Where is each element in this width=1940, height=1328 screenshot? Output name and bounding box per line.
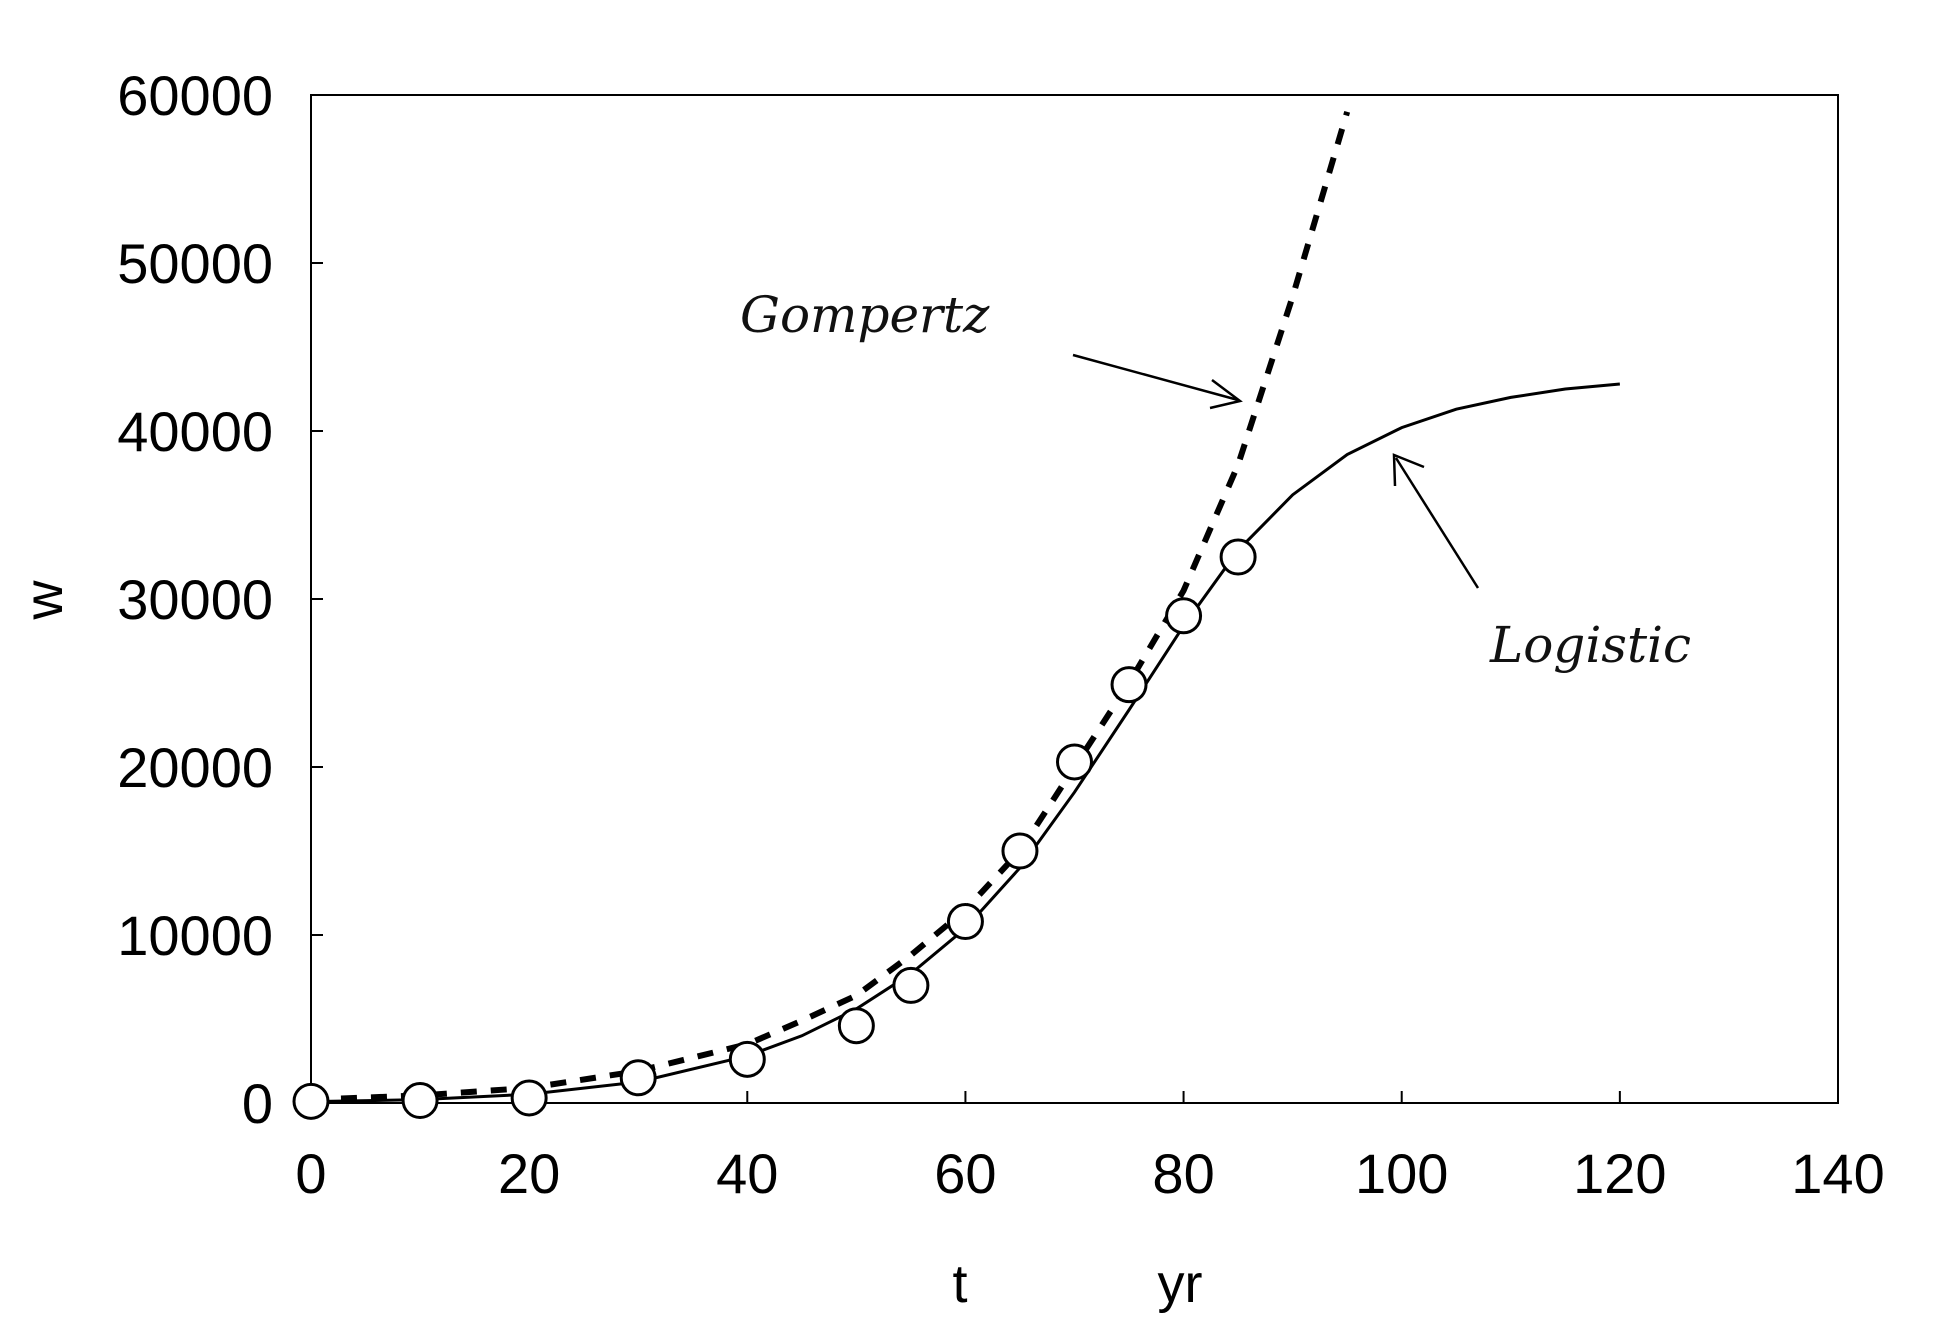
- y-tick-label: 40000: [117, 400, 273, 463]
- y-axis-label: w: [14, 580, 74, 621]
- y-tick-label: 60000: [117, 64, 273, 127]
- logistic-curve: [310, 382, 1620, 1104]
- data-point: [728, 1040, 766, 1078]
- x-tick-label: 40: [716, 1142, 778, 1205]
- logistic-annotation: Logistic: [1489, 616, 1691, 674]
- data-point: [1056, 743, 1093, 781]
- gompertz-curve: [310, 110, 1351, 1103]
- plot-frame: [310, 94, 1839, 1104]
- x-tick-label: 80: [1152, 1142, 1214, 1205]
- gompertz-annotation: Gompertz: [740, 286, 990, 344]
- data-point: [292, 1082, 330, 1120]
- y-tick-label: 50000: [117, 232, 273, 295]
- x-tick-label: 120: [1573, 1142, 1666, 1205]
- x-tick-label: 140: [1791, 1142, 1884, 1205]
- data-point: [946, 903, 984, 941]
- y-axis-ticks: 0 10000 20000 30000 40000 50000 60000: [117, 64, 323, 1135]
- y-tick-label: 0: [242, 1072, 273, 1135]
- data-point: [1219, 538, 1257, 576]
- x-axis-unit: yr: [1158, 1254, 1203, 1314]
- y-tick-label: 10000: [117, 904, 273, 967]
- data-point: [1110, 666, 1148, 704]
- series-layer: [310, 110, 1620, 1104]
- x-tick-label: 60: [934, 1142, 996, 1205]
- logistic-arrow: [1392, 453, 1480, 589]
- y-tick-label: 20000: [117, 736, 273, 799]
- data-point: [510, 1079, 548, 1117]
- marker-layer: [292, 538, 1257, 1120]
- x-axis-label: t: [952, 1254, 967, 1314]
- data-point: [401, 1081, 439, 1119]
- y-tick-label: 30000: [117, 568, 273, 631]
- gompertz-arrow: [1072, 353, 1243, 410]
- data-point: [892, 966, 930, 1004]
- x-tick-label: 0: [295, 1142, 326, 1205]
- data-point: [1001, 832, 1039, 870]
- x-tick-label: 20: [498, 1142, 560, 1205]
- x-tick-label: 100: [1355, 1142, 1448, 1205]
- data-point: [837, 1007, 875, 1045]
- data-point: [619, 1059, 657, 1097]
- x-axis-ticks: 0 20 40 60 80 100 120 140: [295, 1091, 1885, 1205]
- data-point: [1165, 597, 1203, 635]
